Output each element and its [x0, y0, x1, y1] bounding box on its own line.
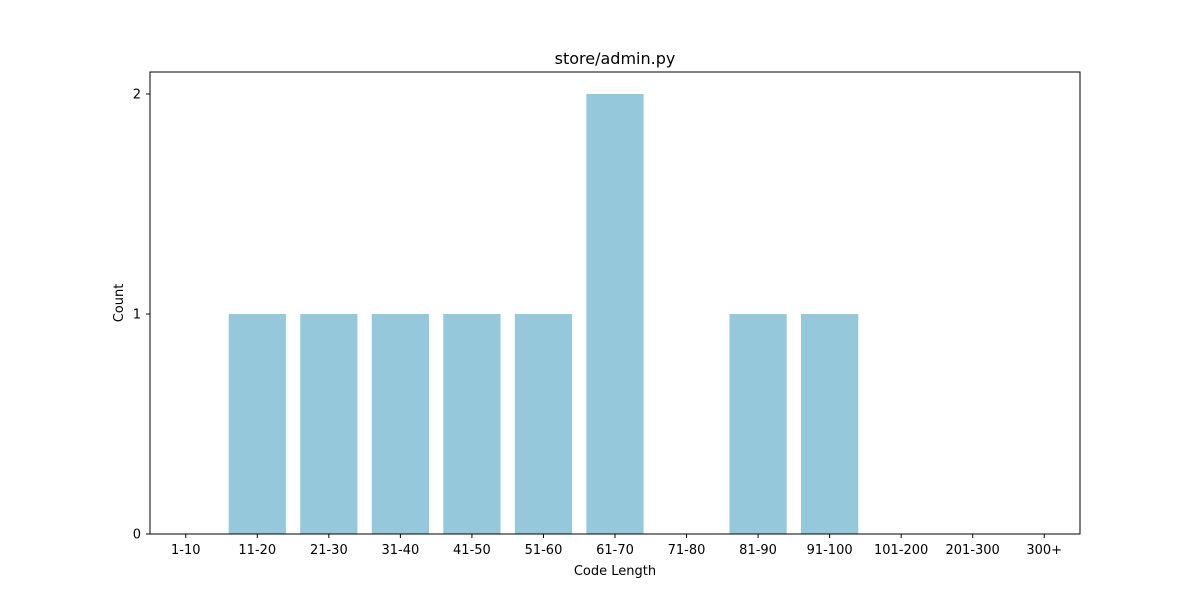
plot-area-frame — [149, 71, 1081, 535]
bar-81-90 — [729, 314, 787, 534]
x-tick-label: 81-90 — [739, 543, 777, 558]
y-tick-label: 2 — [133, 88, 141, 103]
x-tick-label: 21-30 — [310, 543, 348, 558]
bar-11-20 — [228, 314, 286, 534]
y-axis-label: Count — [112, 284, 127, 323]
x-tick-label: 101-200 — [874, 543, 928, 558]
bar-91-100 — [801, 314, 859, 534]
bar-31-40 — [371, 314, 429, 534]
x-tick-label: 41-50 — [453, 543, 491, 558]
y-tick-label: 0 — [133, 528, 141, 543]
bars-group — [228, 94, 859, 534]
x-axis-ticks: 1-10 11-20 21-30 31-40 41-50 51-60 61-70 71-80 8… — [171, 534, 1062, 558]
x-tick-label: 201-300 — [946, 543, 1000, 558]
x-tick-label: 51-60 — [525, 543, 563, 558]
x-tick-label: 1-10 — [171, 543, 201, 558]
bar-21-30 — [300, 314, 358, 534]
x-tick-label: 31-40 — [381, 543, 419, 558]
x-tick-label: 71-80 — [668, 543, 706, 558]
bar-61-70 — [586, 94, 644, 534]
x-tick-label: 300+ — [1026, 543, 1062, 558]
x-axis-label: Code Length — [574, 564, 656, 579]
x-tick-label: 61-70 — [596, 543, 634, 558]
y-axis-ticks: 0 1 2 — [133, 88, 150, 543]
x-tick-label: 91-100 — [807, 543, 853, 558]
bar-51-60 — [514, 314, 573, 534]
bar-41-50 — [443, 314, 501, 534]
y-tick-label: 1 — [133, 308, 141, 323]
chart-title: store/admin.py — [555, 49, 676, 68]
x-tick-label: 11-20 — [238, 543, 276, 558]
